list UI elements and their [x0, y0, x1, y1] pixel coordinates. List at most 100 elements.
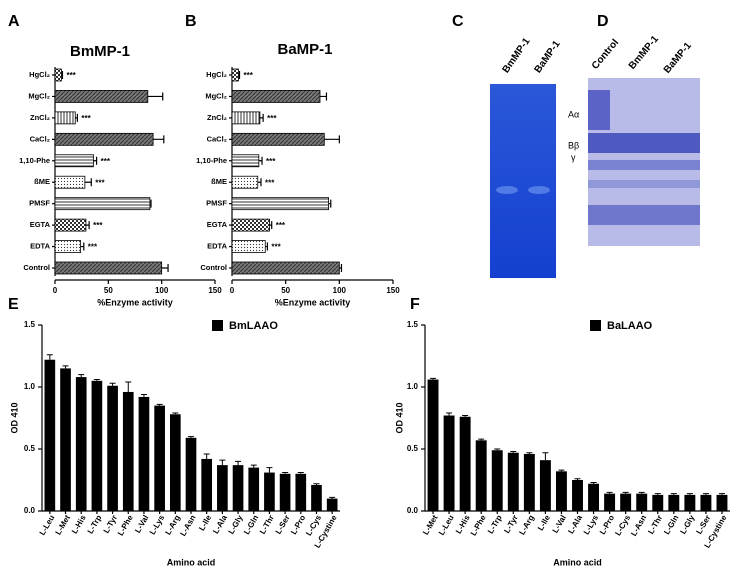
error-bar	[590, 481, 597, 484]
error-bar	[265, 242, 269, 251]
error-bar	[526, 452, 533, 454]
bar	[231, 68, 239, 82]
gel-band	[588, 180, 700, 188]
x-tick-label: 50	[104, 286, 113, 295]
bar	[54, 175, 86, 189]
y-tick-label: 0.0	[407, 506, 419, 515]
x-tick-label: L-Leu	[437, 513, 456, 536]
error-bar	[62, 365, 69, 369]
significance: ***	[267, 114, 277, 123]
x-tick-label: 150	[208, 286, 222, 295]
error-bar	[622, 491, 629, 494]
error-bar	[46, 354, 53, 360]
y-axis-label: OD 410	[9, 402, 19, 433]
significance: ***	[81, 114, 91, 123]
x-tick-label: L-Asn	[178, 513, 197, 537]
error-bar	[558, 469, 565, 472]
significance: ***	[101, 157, 111, 166]
gel-band	[588, 205, 700, 225]
y-tick-label: EDTA	[30, 242, 50, 251]
lane-label: BmMP-1	[627, 34, 661, 72]
lane-label: BaMP-1	[533, 39, 563, 76]
legend-swatch	[212, 320, 223, 331]
error-bar	[250, 464, 257, 468]
x-tick-label: 100	[333, 286, 347, 295]
bar	[169, 414, 181, 511]
panel-label: B	[185, 13, 197, 30]
bar	[668, 494, 680, 511]
x-tick-label: L-Phe	[469, 513, 488, 537]
significance: ***	[244, 71, 254, 80]
error-bar	[156, 403, 163, 406]
bar	[555, 471, 567, 511]
gel-band	[528, 186, 550, 194]
error-bar	[430, 377, 437, 380]
significance: ***	[95, 178, 105, 187]
bar	[122, 391, 134, 511]
gel-band	[588, 90, 610, 130]
y-tick-label: ZnCl₂	[207, 113, 227, 122]
error-bar	[93, 379, 100, 381]
x-tick-label: L-Leu	[38, 513, 57, 536]
error-bar	[670, 493, 677, 495]
bar	[295, 473, 307, 511]
error-bar	[329, 496, 336, 499]
bar	[201, 458, 213, 511]
error-bar	[339, 264, 343, 272]
x-tick-label: L-Thr	[258, 514, 276, 536]
bar	[231, 132, 325, 146]
x-tick-label: L-Gly	[678, 513, 696, 536]
x-tick-label: L-Arg	[517, 513, 536, 536]
error-bar	[140, 393, 147, 397]
error-bar	[258, 156, 263, 165]
gel-band	[588, 160, 700, 170]
bar	[54, 68, 62, 82]
error-bar	[282, 472, 289, 474]
error-bar	[109, 382, 116, 386]
significance: ***	[271, 243, 281, 252]
bar	[636, 493, 648, 511]
error-bar	[328, 199, 332, 208]
error-bar	[494, 448, 501, 451]
x-tick-label: L-Phe	[116, 513, 135, 537]
significance: ***	[265, 178, 275, 187]
bar	[459, 416, 471, 511]
bar	[427, 379, 439, 511]
error-bar	[78, 374, 85, 378]
bar	[185, 437, 197, 511]
error-bar	[510, 450, 517, 453]
bar	[443, 415, 455, 511]
y-tick-label: 0.5	[24, 444, 36, 453]
bar	[54, 154, 94, 168]
bar	[311, 484, 322, 511]
y-tick-label: MgCl₂	[205, 91, 227, 100]
bar	[231, 111, 261, 125]
error-bar	[297, 472, 304, 474]
error-bar	[75, 113, 78, 122]
bar	[60, 368, 71, 511]
y-tick-label: 1,10-Phe	[196, 156, 227, 165]
chart-title: BaMP-1	[277, 41, 332, 58]
significance: ***	[88, 243, 98, 252]
y-tick-label: CaCl₂	[207, 134, 227, 143]
error-bar	[149, 199, 152, 208]
y-tick-label: MgCl₂	[28, 91, 50, 100]
error-bar	[188, 436, 194, 438]
error-bar	[235, 460, 242, 466]
bar	[507, 452, 519, 511]
gel-image	[490, 84, 556, 278]
bar	[54, 197, 151, 211]
x-tick-label: L-Trp	[86, 513, 104, 535]
bar	[475, 440, 487, 511]
bar	[44, 359, 56, 511]
bar	[138, 396, 150, 511]
y-tick-label: EDTA	[207, 242, 227, 251]
error-bar	[172, 412, 179, 415]
error-bar	[702, 493, 709, 495]
y-tick-label: PMSF	[29, 199, 50, 208]
significance: ***	[66, 71, 76, 80]
y-tick-label: ßME	[211, 177, 227, 186]
bar	[716, 494, 728, 511]
y-tick-label: HgCl₂	[206, 70, 227, 79]
error-bar	[718, 493, 725, 495]
